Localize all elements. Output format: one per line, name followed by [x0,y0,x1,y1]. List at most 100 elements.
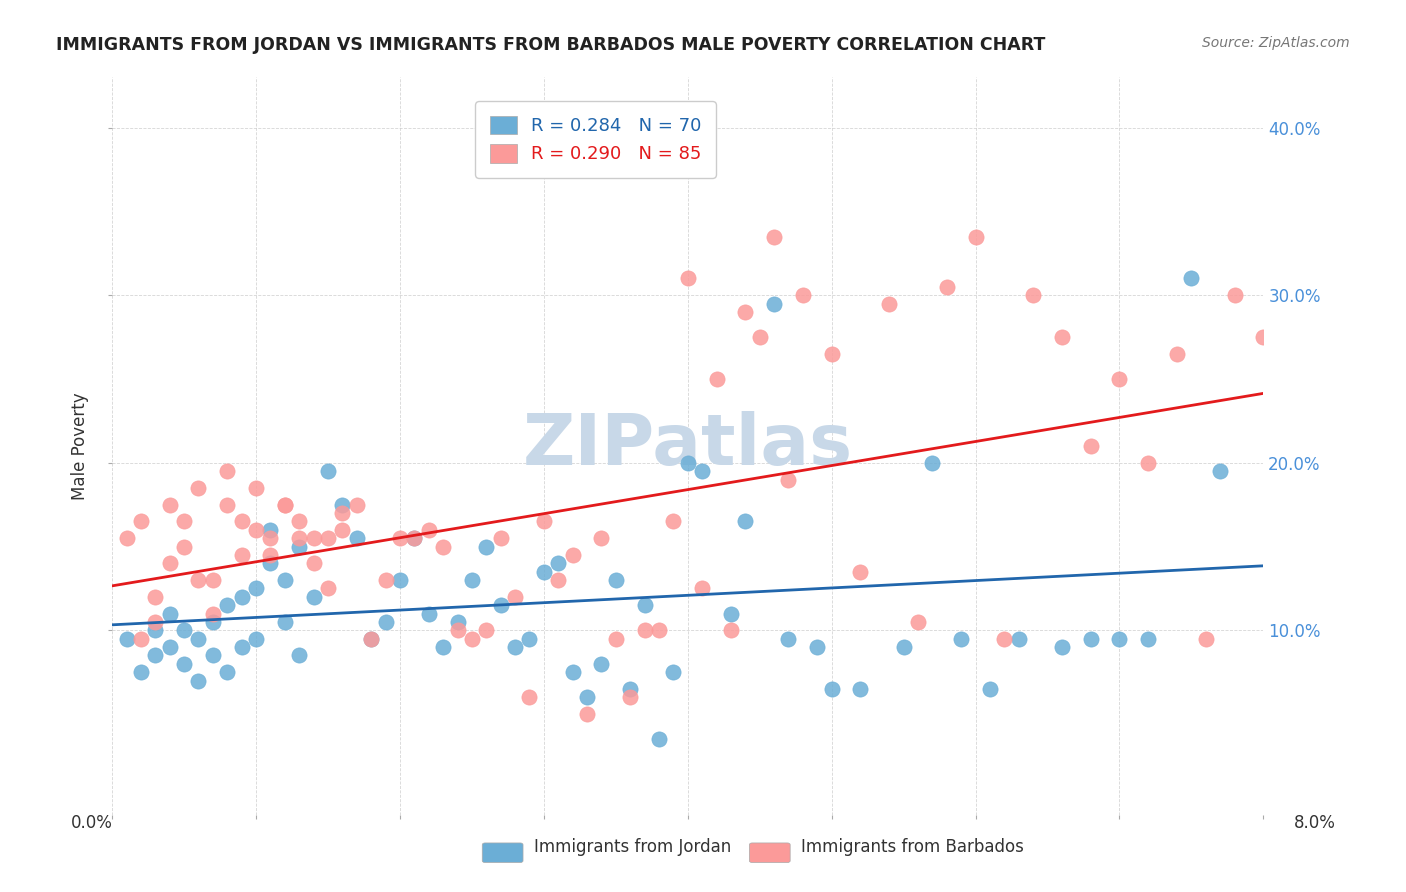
Point [778,473,800,487]
Point [619,681,641,696]
Point [374,615,396,629]
Y-axis label: Male Poverty: Male Poverty [72,392,89,500]
Point [173,540,195,554]
Point [346,531,368,545]
Point [201,607,224,621]
Point [217,598,239,612]
Point [217,464,239,478]
Point [1050,640,1073,654]
Point [619,690,641,705]
Point [446,615,468,629]
Point [316,464,339,478]
Point [159,640,181,654]
Point [1281,473,1303,487]
Point [734,515,756,529]
Point [1137,632,1160,646]
Point [503,590,526,604]
Text: ZIPatlas: ZIPatlas [523,411,853,481]
Point [489,531,512,545]
Point [965,229,987,244]
Point [475,624,498,638]
Point [332,506,354,520]
Point [404,531,426,545]
Point [533,565,555,579]
Point [792,288,814,302]
Point [332,498,354,512]
Point [231,515,253,529]
Point [259,556,281,570]
Point [806,640,828,654]
Point [374,573,396,587]
Point [690,464,713,478]
Point [763,296,786,310]
Point [173,515,195,529]
Point [1008,632,1031,646]
Point [231,548,253,562]
Point [461,573,484,587]
Point [979,681,1001,696]
Point [217,498,239,512]
Point [418,607,440,621]
Point [173,657,195,671]
Point [432,640,454,654]
Point [159,498,181,512]
Point [302,590,325,604]
Point [849,681,872,696]
Point [877,296,900,310]
Text: Immigrants from Jordan: Immigrants from Jordan [534,838,731,855]
Point [129,515,152,529]
Point [662,665,685,680]
Point [1367,447,1389,461]
Point [1396,322,1406,336]
Point [288,531,311,545]
Point [1050,330,1073,344]
Point [245,523,267,537]
Point [778,632,800,646]
Point [1309,330,1331,344]
Point [1022,288,1045,302]
Point [648,624,671,638]
Point [849,565,872,579]
Point [259,548,281,562]
Point [547,556,569,570]
Point [1137,456,1160,470]
Point [1166,347,1188,361]
Point [489,598,512,612]
Point [763,229,786,244]
Point [115,632,138,646]
Point [187,573,209,587]
Point [245,582,267,596]
Point [274,498,297,512]
Point [935,280,957,294]
Point [201,648,224,663]
Point [245,481,267,495]
Point [950,632,973,646]
Text: 8.0%: 8.0% [1294,814,1336,831]
Point [820,347,842,361]
Point [388,573,411,587]
Point [302,556,325,570]
Point [288,648,311,663]
Point [1080,632,1102,646]
Point [159,556,181,570]
Point [993,632,1015,646]
Point [173,624,195,638]
Point [633,598,655,612]
Point [274,615,297,629]
Text: 0.0%: 0.0% [70,814,112,831]
Point [231,590,253,604]
Point [231,640,253,654]
Point [418,523,440,537]
Point [734,305,756,319]
Point [332,523,354,537]
Point [820,681,842,696]
Legend: R = 0.284   N = 70, R = 0.290   N = 85: R = 0.284 N = 70, R = 0.290 N = 85 [475,101,716,178]
Point [143,648,166,663]
Point [1108,632,1130,646]
Point [187,481,209,495]
Point [533,515,555,529]
Point [1180,271,1202,285]
Point [576,706,599,721]
Point [576,690,599,705]
Point [143,590,166,604]
